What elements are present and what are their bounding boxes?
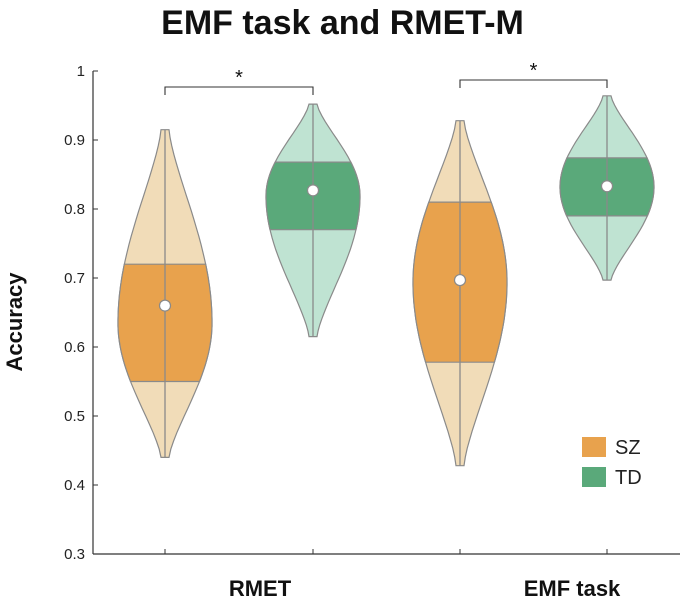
median-marker: [306, 184, 320, 197]
violin-sz-emf-task: [412, 120, 508, 467]
median-marker: [600, 180, 614, 193]
violin-sz-rmet: [117, 129, 213, 458]
significance-bracket: [459, 79, 608, 88]
significance-annotations: * *: [164, 60, 608, 95]
y-tick-label: 0.6: [64, 339, 85, 356]
y-axis-label: Accuracy: [2, 272, 27, 372]
significance-bracket: [164, 86, 314, 95]
violin-td-emf-task: [559, 95, 655, 281]
violins: [117, 95, 655, 467]
y-tick-label: 0.4: [64, 477, 85, 494]
y-tick-label: 0.9: [64, 132, 85, 149]
legend-swatch-sz: [582, 437, 606, 457]
y-tick-label: 0.7: [64, 270, 85, 287]
chart-title: EMF task and RMET-M: [161, 4, 524, 42]
median-marker: [158, 299, 172, 312]
y-tick-label: 0.3: [64, 546, 85, 563]
significance-star: *: [530, 60, 538, 82]
median-marker: [453, 273, 467, 287]
y-tick-label: 1: [77, 63, 85, 80]
legend-label-sz: SZ: [615, 437, 641, 459]
axes: 0.3 0.4 0.5 0.6 0.7 0.8 0.9 1 RMET EMF task: [64, 63, 680, 601]
x-category-label: EMF task: [524, 576, 621, 601]
y-tick-label: 0.8: [64, 201, 85, 218]
y-tick-label: 0.5: [64, 408, 85, 425]
legend-label-td: TD: [615, 467, 642, 489]
x-category-label: RMET: [229, 576, 292, 601]
violin-td-rmet: [265, 103, 361, 338]
legend: SZ TD: [582, 437, 642, 489]
significance-star: *: [235, 67, 243, 89]
legend-swatch-td: [582, 467, 606, 487]
